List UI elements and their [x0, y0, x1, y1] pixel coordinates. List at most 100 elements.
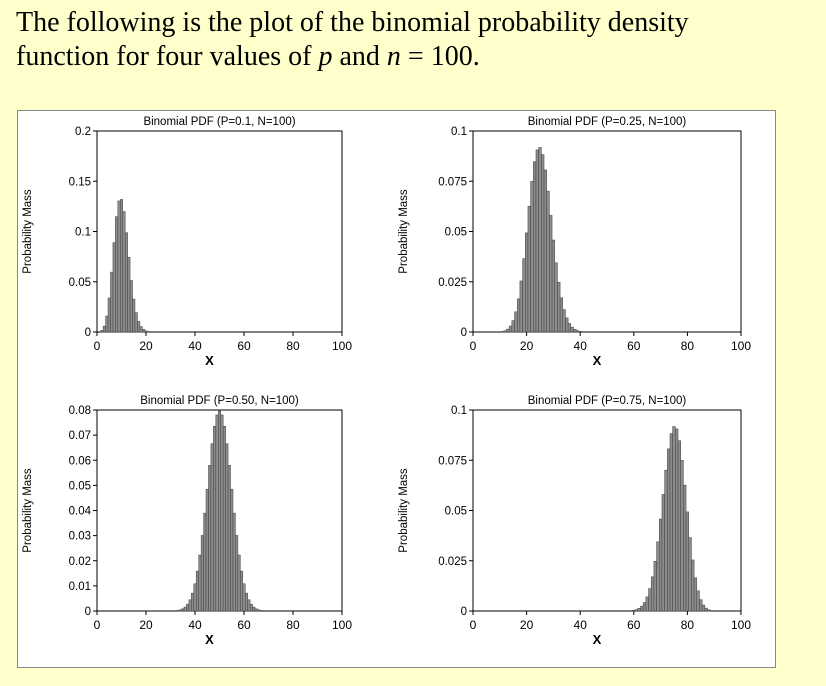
y-tick-label: 0.025	[438, 277, 467, 289]
plot-frame	[472, 130, 742, 333]
bar-x-11	[500, 331, 505, 333]
y-tick-label: 0.05	[69, 277, 91, 289]
bar-x-20	[144, 330, 148, 333]
bar-x-44	[203, 512, 207, 612]
y-tick-label: 0.025	[438, 556, 467, 568]
bar-x-33	[559, 297, 564, 333]
bar-x-14	[129, 280, 133, 333]
bar-x-9	[117, 200, 121, 333]
x-tick-label: 20	[139, 618, 153, 632]
x-axis-label: X	[205, 353, 214, 368]
bar-x-84	[696, 590, 700, 612]
x-tick-label: 0	[94, 618, 101, 632]
bar-x-13	[506, 328, 510, 333]
bar-x-30	[551, 239, 555, 333]
bar-x-56	[232, 512, 236, 612]
bar-x-82	[691, 559, 695, 612]
x-tick-label: 20	[520, 339, 534, 353]
x-tick-label: 0	[470, 618, 477, 632]
x-tick-label: 100	[332, 618, 352, 632]
bar-x-41	[195, 570, 199, 612]
bar-x-62	[247, 599, 251, 612]
bar-x-70	[659, 518, 663, 612]
bar-x-61	[634, 609, 639, 612]
bar-x-81	[688, 537, 692, 612]
bar-x-63	[249, 603, 253, 612]
x-axis-label: X	[593, 632, 602, 647]
x-tick-label: 40	[188, 618, 202, 632]
chart-panel-2: Binomial PDF (P=0.25, N=100) 0 20 40 60 80 100…	[398, 116, 751, 368]
y-tick-label: 0.1	[451, 405, 467, 417]
bar-x-79	[683, 484, 687, 612]
bar-x-39	[575, 330, 580, 333]
x-tick-label: 40	[188, 339, 202, 353]
bar-x-51	[220, 414, 224, 612]
chart-panel-4: Binomial PDF (P=0.75, N=100) 0 20 40 60 80 100…	[398, 395, 751, 647]
bar-x-37	[570, 326, 574, 333]
bar-x-85	[699, 599, 703, 612]
bar-x-86	[701, 604, 706, 612]
y-tick-label: 0.1	[451, 126, 467, 138]
bar-x-24	[535, 149, 539, 333]
bar-x-64	[642, 602, 647, 612]
bar-x-16	[514, 311, 518, 333]
bar-x-5	[107, 297, 111, 333]
chart-title: Binomial PDF (P=0.1, N=100)	[143, 116, 295, 128]
bar-x-22	[530, 181, 534, 333]
bar-x-38	[573, 329, 577, 333]
bar-x-19	[522, 258, 526, 333]
y-tick-label: 0.075	[438, 455, 467, 467]
bar-x-16	[134, 312, 138, 333]
bar-x-17	[137, 321, 141, 333]
bar-x-33	[176, 610, 180, 612]
y-tick-label: 0.06	[69, 455, 91, 467]
bar-x-43	[200, 535, 204, 612]
bar-x-60	[242, 583, 246, 612]
bar-x-28	[546, 190, 550, 333]
bar-x-35	[565, 317, 569, 333]
bar-x-72	[664, 469, 668, 612]
bar-x-25	[538, 147, 542, 333]
intro-line-2a: function for four values of	[16, 41, 319, 72]
bar-x-58	[237, 554, 241, 612]
bar-x-49	[215, 414, 219, 612]
bar-x-40	[193, 583, 197, 612]
bar-x-74	[669, 433, 673, 612]
bar-x-71	[661, 494, 665, 612]
bar-x-18	[519, 280, 523, 333]
x-tick-label: 80	[286, 339, 300, 353]
x-axis-label: X	[593, 353, 602, 368]
y-axis-label: Probability Mass	[22, 468, 34, 553]
y-tick-label: 0	[85, 327, 91, 339]
bar-x-20	[525, 232, 529, 333]
bar-x-35	[181, 608, 185, 612]
bar-x-19	[142, 329, 146, 333]
x-tick-label: 0	[94, 339, 101, 353]
bar-x-31	[554, 262, 558, 333]
x-tick-label: 20	[139, 339, 153, 353]
bar-x-37	[186, 603, 190, 612]
bar-x-21	[146, 331, 150, 333]
y-tick-label: 0	[461, 606, 467, 618]
bar-x-12	[503, 330, 507, 333]
x-tick-label: 80	[681, 339, 695, 353]
x-tick-label: 0	[470, 339, 477, 353]
bar-x-36	[567, 323, 572, 333]
y-tick-label: 0.05	[445, 227, 467, 239]
chart-title: Binomial PDF (P=0.75, N=100)	[528, 395, 687, 407]
bar-x-14	[508, 325, 513, 333]
x-tick-label: 100	[332, 339, 352, 353]
bar-x-11	[122, 211, 126, 333]
x-tick-label: 60	[237, 339, 251, 353]
bar-x-77	[677, 440, 681, 612]
x-axis-label: X	[205, 632, 214, 647]
bar-x-47	[210, 443, 214, 612]
bar-x-68	[653, 561, 657, 612]
bar-x-23	[533, 161, 537, 333]
y-tick-label: 0.01	[69, 581, 91, 593]
bar-x-26	[541, 154, 545, 333]
y-tick-label: 0.08	[69, 405, 91, 417]
x-tick-label: 60	[627, 339, 641, 353]
bar-x-80	[685, 511, 689, 612]
y-tick-label: 0.03	[69, 531, 91, 543]
